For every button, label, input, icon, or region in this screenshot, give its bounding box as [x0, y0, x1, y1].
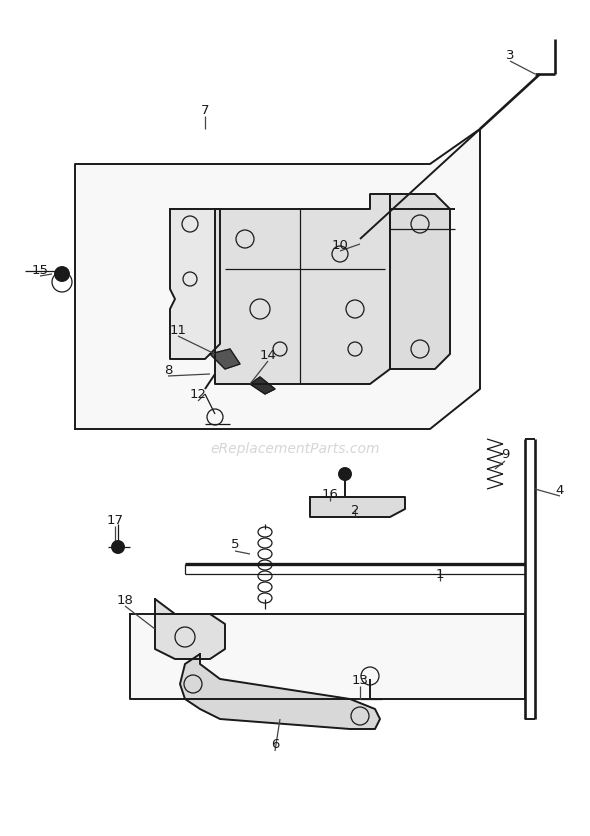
Text: 15: 15	[31, 263, 48, 276]
Circle shape	[112, 542, 124, 553]
Polygon shape	[215, 195, 390, 385]
Text: 14: 14	[260, 348, 277, 361]
Text: 16: 16	[322, 488, 339, 501]
Polygon shape	[310, 497, 405, 517]
Polygon shape	[130, 614, 525, 699]
Text: 2: 2	[350, 503, 359, 516]
Polygon shape	[210, 349, 240, 370]
Polygon shape	[170, 210, 220, 359]
Polygon shape	[75, 130, 480, 430]
Text: 10: 10	[332, 238, 349, 251]
Text: 11: 11	[169, 323, 186, 336]
Circle shape	[339, 468, 351, 481]
Text: eReplacementParts.com: eReplacementParts.com	[210, 441, 380, 455]
Text: 6: 6	[271, 737, 279, 751]
Text: 18: 18	[117, 593, 133, 606]
Text: 8: 8	[164, 363, 172, 376]
Polygon shape	[155, 599, 225, 660]
Polygon shape	[180, 655, 380, 729]
Text: 1: 1	[436, 568, 444, 581]
Circle shape	[55, 268, 69, 282]
Text: 3: 3	[506, 48, 514, 61]
Text: 13: 13	[352, 673, 369, 686]
Text: 7: 7	[201, 104, 209, 116]
Text: 9: 9	[501, 448, 509, 461]
Text: 4: 4	[556, 483, 564, 496]
Text: 5: 5	[231, 538, 240, 551]
Text: 17: 17	[107, 513, 123, 526]
Polygon shape	[250, 378, 275, 395]
Text: 12: 12	[189, 388, 206, 401]
Polygon shape	[390, 195, 450, 370]
